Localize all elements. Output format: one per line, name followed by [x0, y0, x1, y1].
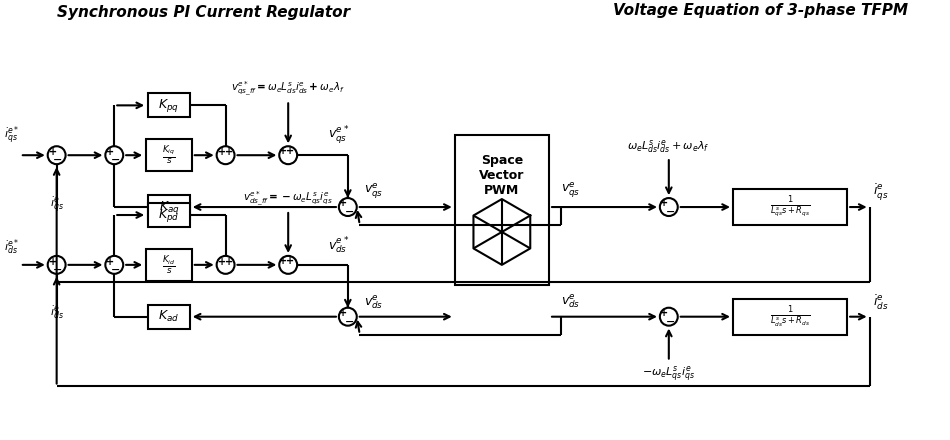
Text: $\boldsymbol{v_{qs\_ff}^{e*}=\omega_e L_{ds}^s i_{ds}^e+\omega_e\lambda_f}$: $\boldsymbol{v_{qs\_ff}^{e*}=\omega_e L_…	[232, 80, 345, 99]
Text: Synchronous PI Current Regulator: Synchronous PI Current Regulator	[57, 5, 351, 20]
FancyBboxPatch shape	[455, 135, 549, 285]
Text: $\omega_e L_{ds}^s i_{ds}^e+\omega_e\lambda_f$: $\omega_e L_{ds}^s i_{ds}^e+\omega_e\lam…	[628, 138, 711, 155]
Text: −: −	[345, 207, 354, 217]
Circle shape	[279, 146, 297, 164]
Text: $\boldsymbol{v_{ds\_ff}^{e*}=-\omega_e L_{qs}^s i_{qs}^e}$: $\boldsymbol{v_{ds\_ff}^{e*}=-\omega_e L…	[243, 190, 333, 208]
Text: $K_{pd}$: $K_{pd}$	[159, 206, 180, 224]
FancyBboxPatch shape	[146, 249, 192, 281]
Text: $K_{pq}$: $K_{pq}$	[159, 97, 180, 114]
Text: +: +	[106, 257, 114, 267]
Text: +: +	[48, 257, 57, 267]
Text: $\boldsymbol{v_{ds}^{e}}$: $\boldsymbol{v_{ds}^{e}}$	[561, 292, 580, 310]
Circle shape	[217, 146, 235, 164]
Text: $K_{ad}$: $K_{ad}$	[159, 309, 180, 324]
Circle shape	[48, 256, 66, 274]
FancyBboxPatch shape	[148, 203, 190, 227]
Circle shape	[105, 146, 124, 164]
Text: +: +	[218, 147, 226, 157]
Text: −: −	[666, 207, 675, 217]
FancyBboxPatch shape	[148, 93, 190, 117]
Text: −: −	[110, 155, 120, 165]
Text: +: +	[48, 147, 57, 157]
Circle shape	[217, 256, 235, 274]
Circle shape	[339, 308, 357, 326]
Text: +: +	[286, 256, 294, 266]
Circle shape	[339, 198, 357, 216]
Text: +: +	[279, 256, 287, 266]
Circle shape	[660, 308, 677, 326]
Text: Voltage Equation of 3-phase TFPM: Voltage Equation of 3-phase TFPM	[613, 3, 908, 18]
Text: +: +	[286, 146, 294, 156]
Text: $\boldsymbol{v_{qs}^{e*}}$: $\boldsymbol{v_{qs}^{e*}}$	[328, 124, 350, 146]
Circle shape	[660, 198, 677, 216]
Text: $\dot{\imath}_{ds}^{e*}$: $\dot{\imath}_{ds}^{e*}$	[4, 237, 19, 257]
Text: $\boldsymbol{v_{qs}^{e}}$: $\boldsymbol{v_{qs}^{e}}$	[561, 181, 580, 200]
Text: $\dot{\imath}_{qs}^{e}$: $\dot{\imath}_{qs}^{e}$	[872, 182, 888, 202]
Text: $\frac{1}{L_{ds}^s s+R_{ds}}$: $\frac{1}{L_{ds}^s s+R_{ds}}$	[770, 304, 810, 329]
Text: +: +	[279, 146, 287, 156]
Text: $\dot{\imath}_{ds}^{e}$: $\dot{\imath}_{ds}^{e}$	[872, 293, 888, 312]
Circle shape	[105, 256, 124, 274]
Text: +: +	[339, 308, 347, 318]
Text: −: −	[110, 265, 120, 275]
Text: $\dot{\imath}_{ds}^{e}$: $\dot{\imath}_{ds}^{e}$	[49, 305, 64, 321]
Text: $\dot{\imath}_{qs}^{e*}$: $\dot{\imath}_{qs}^{e*}$	[4, 125, 19, 147]
Text: $K_{aq}$: $K_{aq}$	[159, 198, 180, 216]
Text: +: +	[660, 308, 668, 318]
Text: −: −	[345, 317, 354, 326]
Text: +: +	[339, 198, 347, 208]
Text: −: −	[53, 155, 63, 165]
FancyBboxPatch shape	[732, 299, 847, 335]
Text: $-\omega_e L_{qs}^s i_{qs}^e$: $-\omega_e L_{qs}^s i_{qs}^e$	[642, 365, 695, 384]
Text: $\boldsymbol{v_{ds}^{e}}$: $\boldsymbol{v_{ds}^{e}}$	[364, 293, 383, 311]
Text: −: −	[53, 265, 63, 275]
FancyBboxPatch shape	[732, 189, 847, 225]
FancyBboxPatch shape	[146, 139, 192, 171]
Circle shape	[48, 146, 66, 164]
Text: +: +	[106, 147, 114, 157]
Text: −: −	[666, 317, 675, 326]
Text: +: +	[660, 198, 668, 208]
Text: +: +	[218, 257, 226, 267]
Text: $\boldsymbol{v_{qs}^{e}}$: $\boldsymbol{v_{qs}^{e}}$	[364, 182, 383, 201]
Text: $\boldsymbol{v_{ds}^{e*}}$: $\boldsymbol{v_{ds}^{e*}}$	[328, 236, 350, 256]
Circle shape	[279, 256, 297, 274]
Text: Space
Vector
PWM: Space Vector PWM	[479, 154, 524, 197]
Text: $\frac{K_{id}}{s}$: $\frac{K_{id}}{s}$	[162, 254, 176, 276]
FancyBboxPatch shape	[148, 195, 190, 219]
Text: +: +	[224, 147, 233, 157]
FancyBboxPatch shape	[148, 305, 190, 329]
Text: $\frac{1}{L_{qs}^s s+R_{qs}}$: $\frac{1}{L_{qs}^s s+R_{qs}}$	[770, 194, 810, 220]
Text: $\dot{\imath}_{qs}^{e}$: $\dot{\imath}_{qs}^{e}$	[49, 195, 64, 214]
Text: +: +	[224, 257, 233, 267]
Text: $\frac{K_{iq}}{s}$: $\frac{K_{iq}}{s}$	[162, 143, 176, 167]
